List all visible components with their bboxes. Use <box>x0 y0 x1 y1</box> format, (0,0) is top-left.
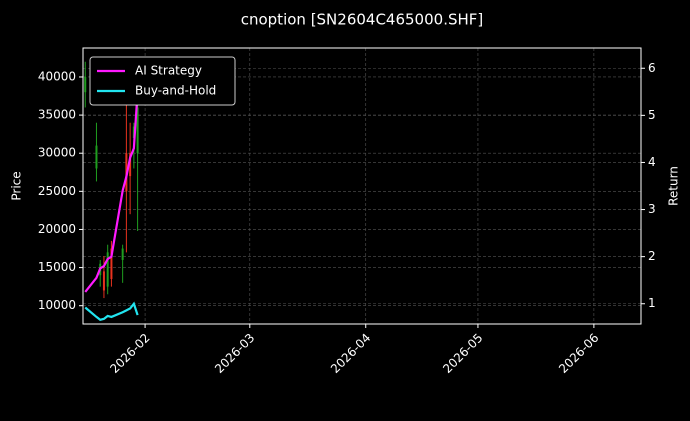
candle-body <box>121 248 124 260</box>
y-tick-label: 30000 <box>38 146 76 160</box>
y2-tick-label: 2 <box>648 249 656 263</box>
y-axis-label: Price <box>10 171 24 200</box>
candle-body <box>106 252 109 287</box>
y2-tick-label: 5 <box>648 108 656 122</box>
y2-tick-label: 3 <box>648 202 656 216</box>
y2-axis-label: Return <box>667 166 681 206</box>
legend-label: Buy-and-Hold <box>135 84 216 98</box>
y-tick-label: 10000 <box>38 298 76 312</box>
candle-body <box>84 76 87 93</box>
legend-box <box>89 56 236 106</box>
line-series <box>84 301 139 321</box>
y2-tick-label: 1 <box>648 296 656 310</box>
y2-tick-label: 4 <box>648 155 656 169</box>
candle-body <box>136 107 139 154</box>
y2-tick-label: 6 <box>648 61 656 75</box>
candle-body <box>110 248 113 280</box>
legend-label: AI Strategy <box>135 64 202 78</box>
y-tick-label: 25000 <box>38 184 76 198</box>
y-tick-label: 35000 <box>38 108 76 122</box>
chart-title: cnoption [SN2604C465000.SHF] <box>241 11 484 29</box>
line-series <box>84 91 139 293</box>
candle-body <box>129 153 132 177</box>
candle-body <box>95 145 98 169</box>
y-tick-label: 40000 <box>38 69 76 83</box>
plot-frame <box>82 47 642 325</box>
y-tick-label: 20000 <box>38 222 76 236</box>
candle-body <box>102 271 105 291</box>
plot-area <box>84 61 139 321</box>
y-tick-label: 15000 <box>38 260 76 274</box>
